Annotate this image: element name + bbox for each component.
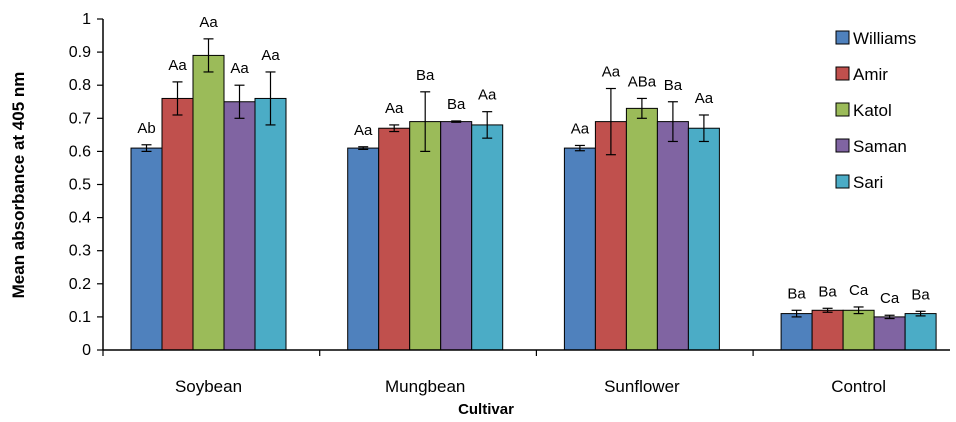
error-bar (172, 81, 183, 116)
y-axis-title: Mean absorbance at 405 nm (9, 72, 28, 299)
data-label: Ba (911, 286, 930, 303)
error-bar (389, 124, 400, 133)
error-bar (667, 101, 678, 143)
legend-label: Saman (853, 137, 907, 156)
category-label-soybean: Soybean (175, 377, 242, 396)
legend-item-saman: Saman (835, 137, 907, 156)
legend-swatch (835, 138, 850, 153)
category-label-control: Control (831, 377, 886, 396)
y-tick-label: 0.2 (69, 276, 91, 293)
legend-item-williams: Williams (835, 29, 916, 48)
error-bar (884, 314, 895, 320)
legend-label: Sari (853, 173, 883, 192)
data-label: Ba (416, 67, 435, 84)
y-tick-label: 0.8 (69, 77, 91, 94)
data-label: Ba (818, 283, 837, 300)
bar-williams-sunflower (563, 147, 596, 351)
error-bar (915, 310, 926, 317)
error-bar (420, 91, 431, 152)
data-label: Ab (137, 120, 155, 137)
data-label: Aa (385, 100, 404, 117)
data-label: Ba (664, 77, 683, 94)
data-label: Ba (447, 96, 466, 113)
legend-swatch (835, 30, 850, 45)
data-label: Aa (602, 64, 621, 81)
error-bar (358, 146, 369, 151)
data-label: Ca (880, 290, 900, 307)
bar-amir-sunflower (594, 121, 627, 351)
legend-swatch (835, 102, 850, 117)
bar-williams-control (780, 313, 813, 351)
data-label: Aa (354, 122, 373, 139)
bar-sari-control (904, 313, 937, 351)
bar-katol-soybean (192, 54, 225, 351)
data-label: ABa (628, 73, 657, 90)
y-tick-label: 0.5 (69, 177, 91, 194)
error-bar (605, 87, 616, 156)
y-tick-label: 0.9 (69, 44, 91, 61)
y-tick-label: 0 (82, 342, 91, 359)
legend-swatch (835, 174, 850, 189)
bar-amir-soybean (161, 97, 194, 351)
error-bar (698, 114, 709, 143)
y-tick-label: 0.6 (69, 143, 91, 160)
legend-label: Katol (853, 101, 892, 120)
bar-williams-mungbean (347, 147, 380, 351)
y-tick-label: 0.7 (69, 110, 91, 127)
error-bar (822, 307, 833, 313)
bar-saman-sunflower (656, 121, 689, 351)
legend-label: Williams (853, 29, 916, 48)
data-label: Aa (478, 87, 497, 104)
bar-saman-mungbean (440, 121, 473, 351)
y-tick-label: 0.3 (69, 243, 91, 260)
legend-item-amir: Amir (835, 65, 888, 84)
data-label: Aa (695, 90, 714, 107)
bar-katol-mungbean (409, 121, 442, 351)
error-bar (234, 84, 245, 119)
bars-layer (130, 38, 937, 351)
error-bar (265, 71, 276, 126)
bar-sari-soybean (254, 97, 287, 351)
data-label: Aa (261, 47, 280, 64)
category-label-sunflower: Sunflower (604, 377, 680, 396)
legend-swatch (835, 66, 850, 81)
bar-amir-mungbean (378, 127, 411, 351)
legend-item-sari: Sari (835, 173, 883, 192)
data-label: Aa (199, 14, 218, 31)
error-bar (203, 38, 214, 73)
y-tick-label: 0.4 (69, 210, 91, 227)
legend-label: Amir (853, 65, 888, 84)
bar-katol-sunflower (625, 107, 658, 351)
bar-katol-control (842, 309, 875, 351)
bar-amir-control (811, 309, 844, 351)
bar-sari-sunflower (687, 127, 720, 351)
y-tick-label: 0.1 (69, 309, 91, 326)
legend: Williams Amir Katol Saman Sari (835, 29, 916, 192)
bar-sari-mungbean (471, 124, 504, 351)
data-label: Aa (230, 60, 249, 77)
category-label-mungbean: Mungbean (385, 377, 465, 396)
bar-saman-soybean (223, 101, 256, 351)
bar-williams-soybean (130, 147, 163, 351)
error-bar (636, 97, 647, 119)
legend-item-katol: Katol (835, 101, 892, 120)
y-tick-label: 1 (82, 11, 91, 28)
data-label: Ca (849, 282, 869, 299)
ticks-layer: 0 0.1 0.2 0.3 0.4 0.5 0.6 0.7 0.8 0.9 1 (69, 11, 754, 359)
x-axis-title: Cultivar (458, 401, 514, 418)
bar-saman-control (873, 316, 906, 351)
data-label: Ba (787, 285, 806, 302)
data-label: Aa (168, 57, 187, 74)
labels-layer: Ab Aa Aa Aa Aa Soybean Aa Aa Ba Ba Aa Mungbean Aa Aa A… (137, 14, 930, 396)
error-bar (853, 306, 864, 315)
error-bar (451, 120, 462, 123)
error-bar (574, 144, 585, 152)
error-bar (141, 144, 152, 152)
error-bar (791, 309, 802, 318)
error-bar (482, 111, 493, 139)
data-label: Aa (571, 120, 590, 137)
